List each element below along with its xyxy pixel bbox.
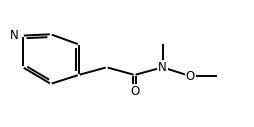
Text: N: N (158, 61, 167, 74)
Text: O: O (186, 70, 195, 83)
Text: N: N (10, 29, 19, 42)
Text: O: O (130, 85, 139, 98)
